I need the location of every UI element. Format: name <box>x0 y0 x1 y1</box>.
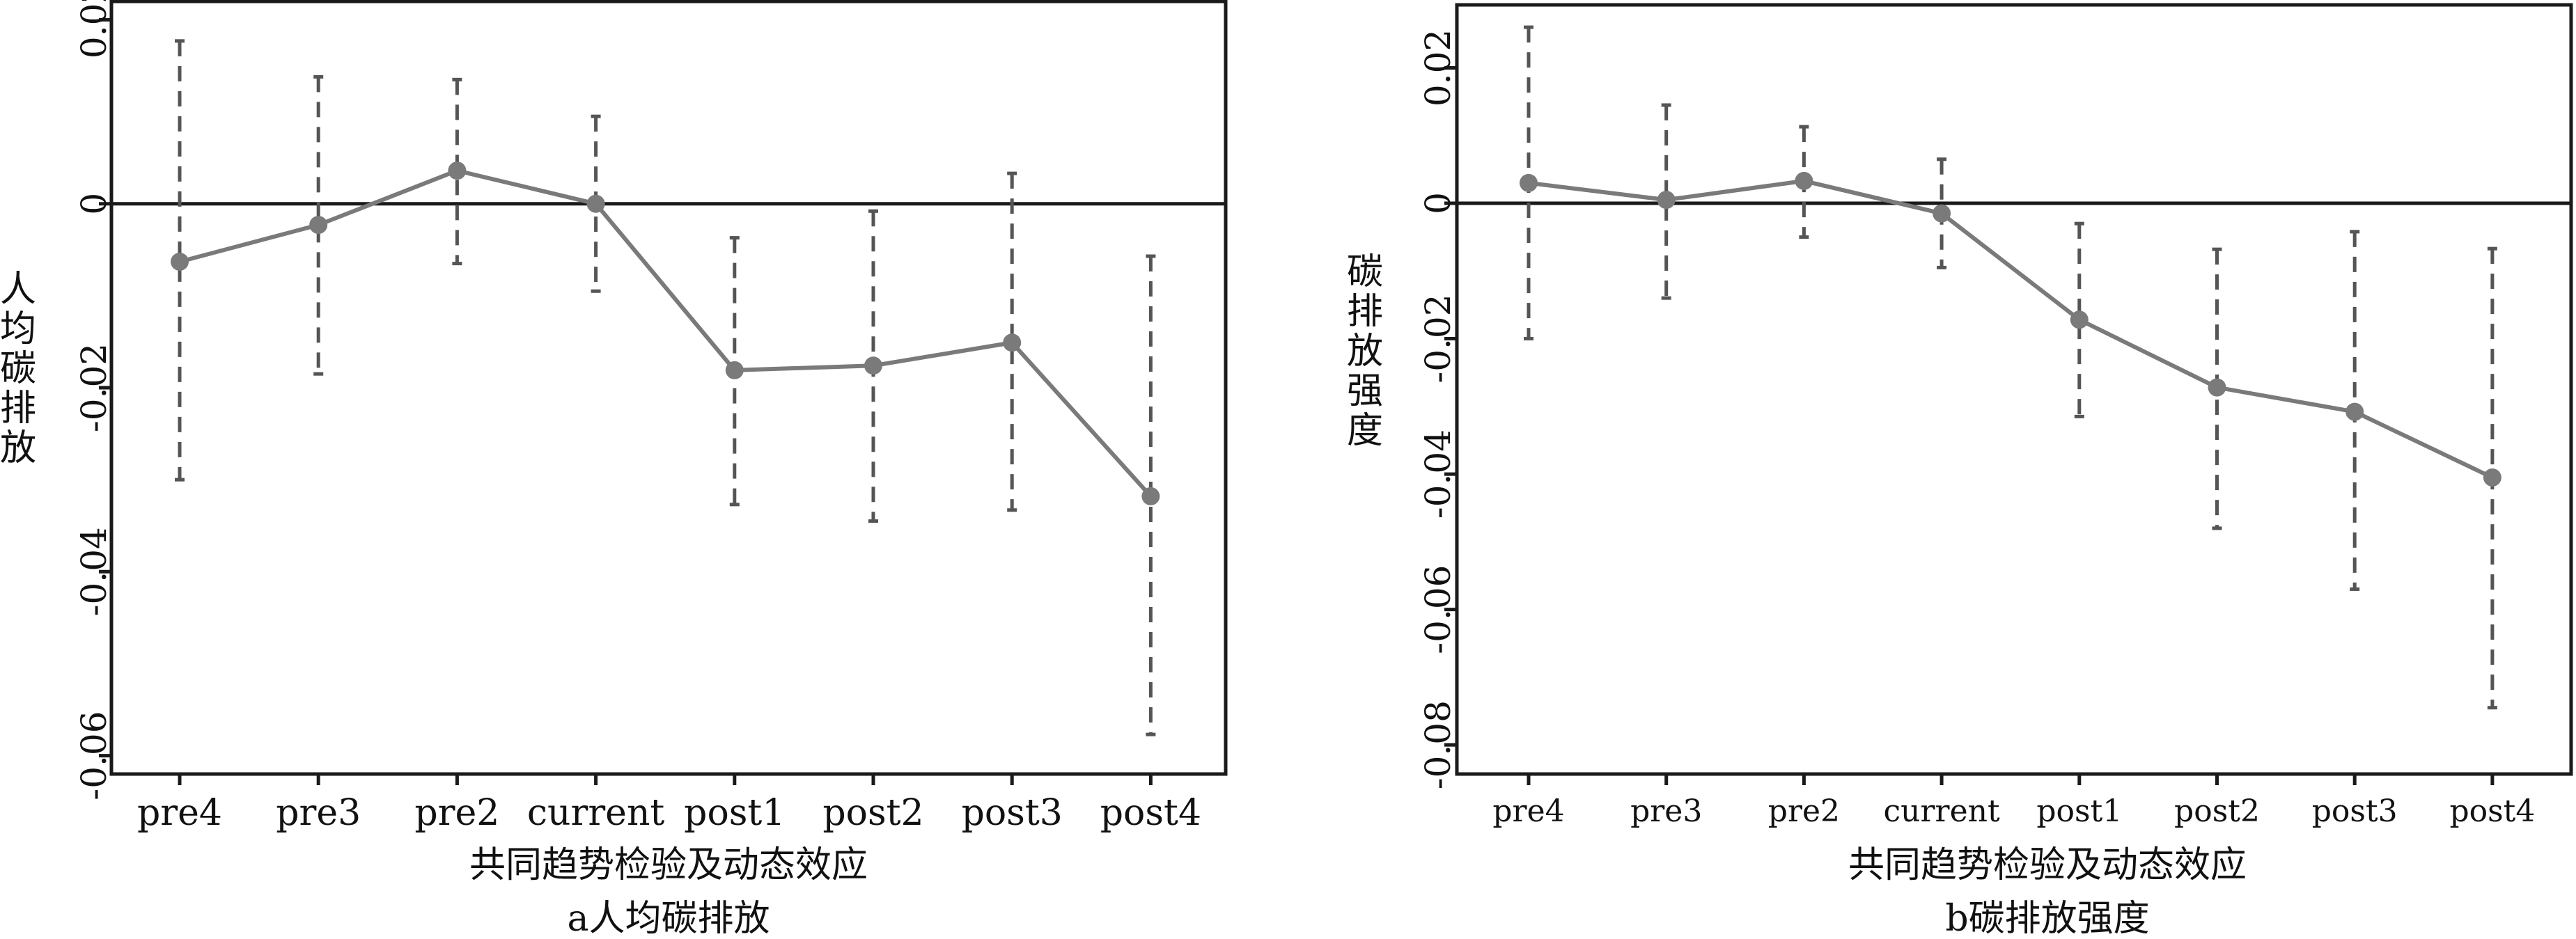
data-point-pre3 <box>1657 191 1676 210</box>
x-tick-label-pre4: pre4 <box>1492 794 1564 829</box>
data-point-current <box>586 194 605 213</box>
data-point-post3 <box>1003 333 1022 352</box>
x-tick-label-post4: post4 <box>2449 794 2535 829</box>
x-axis-label-a: 共同趋势检验及动态效应 <box>469 844 868 886</box>
y-tick-label: -0.02 <box>74 343 114 432</box>
data-point-pre2 <box>1795 171 1813 190</box>
y-tick-label: 0 <box>74 193 114 215</box>
data-point-post3 <box>2345 402 2364 421</box>
data-points-b <box>1520 171 2501 487</box>
y-tick-label: -0.06 <box>1418 565 1458 654</box>
data-point-post4 <box>1141 487 1160 505</box>
x-tick-label-post3: post3 <box>2312 794 2398 829</box>
y-tick-label: -0.04 <box>74 527 114 616</box>
panel-caption-b: b碳排放强度 <box>1945 898 2149 939</box>
data-point-pre2 <box>448 161 467 180</box>
plot-frame-a <box>109 0 1228 776</box>
data-point-post1 <box>725 361 744 379</box>
y-axis-label-a: 人均碳排放 <box>0 269 36 469</box>
data-point-current <box>1933 204 1951 223</box>
chart-panel-a: 0.02 0 -0.02 -0.04 -0.06 pre4 pre3 pre2 current… <box>0 0 1228 939</box>
x-tick-label-pre2: pre2 <box>414 792 499 834</box>
coefficient-line <box>1528 178 2494 480</box>
y-tick-label: -0.02 <box>1418 294 1458 383</box>
y-tick-label: 0.02 <box>1418 29 1458 106</box>
y-tick-label: -0.08 <box>1418 700 1458 789</box>
y-tick-label: 0.02 <box>74 0 114 58</box>
chart-panel-b: 0.02 0 -0.02 -0.04 -0.06 -0.08 pre4 pre3 pre2 cu… <box>1347 3 2573 939</box>
x-tick-label-pre2: pre2 <box>1768 794 1840 829</box>
x-tick-label-post1: post1 <box>684 792 785 834</box>
x-tick-label-post3: post3 <box>962 792 1063 834</box>
plot-frame-b <box>1455 3 2573 776</box>
data-point-pre3 <box>309 216 328 235</box>
data-point-post2 <box>864 356 882 375</box>
x-axis-ticks-b: pre4 pre3 pre2 current post1 post2 post3 post4 <box>1492 774 2535 829</box>
confidence-intervals-a <box>175 39 1156 736</box>
panel-caption-a: a人均碳排放 <box>567 898 770 939</box>
x-tick-label-post2: post2 <box>822 792 923 834</box>
coefficient-line <box>179 168 1153 498</box>
data-points-a <box>171 161 1160 505</box>
x-tick-label-current: current <box>527 792 665 834</box>
confidence-intervals-b <box>1524 25 2497 710</box>
data-point-post2 <box>2208 378 2226 397</box>
x-tick-label-current: current <box>1884 794 2000 829</box>
x-tick-label-pre3: pre3 <box>276 792 361 834</box>
y-tick-label: -0.04 <box>1418 429 1458 519</box>
series-line-b <box>1528 178 2494 480</box>
x-tick-label-post2: post2 <box>2174 794 2260 829</box>
data-point-pre4 <box>171 252 189 271</box>
y-axis-ticks-b: 0.02 0 -0.02 -0.04 -0.06 -0.08 <box>1418 29 1458 789</box>
x-tick-label-post1: post1 <box>2036 794 2122 829</box>
data-point-post4 <box>2483 468 2501 487</box>
x-tick-label-pre3: pre3 <box>1630 794 1702 829</box>
x-tick-label-pre4: pre4 <box>137 792 222 834</box>
x-axis-ticks-a: pre4 pre3 pre2 current post1 post2 post3 post4 <box>137 774 1201 834</box>
y-tick-label: -0.06 <box>74 711 114 800</box>
y-axis-label-b: 碳排放强度 <box>1347 251 1383 452</box>
x-tick-label-post4: post4 <box>1100 792 1201 834</box>
y-axis-ticks-a: 0.02 0 -0.02 -0.04 -0.06 <box>74 0 114 800</box>
series-line-a <box>179 168 1153 498</box>
x-axis-label-b: 共同趋势检验及动态效应 <box>1848 844 2247 886</box>
data-point-post1 <box>2070 310 2089 329</box>
data-point-pre4 <box>1520 173 1538 192</box>
y-tick-label: 0 <box>1418 192 1458 214</box>
